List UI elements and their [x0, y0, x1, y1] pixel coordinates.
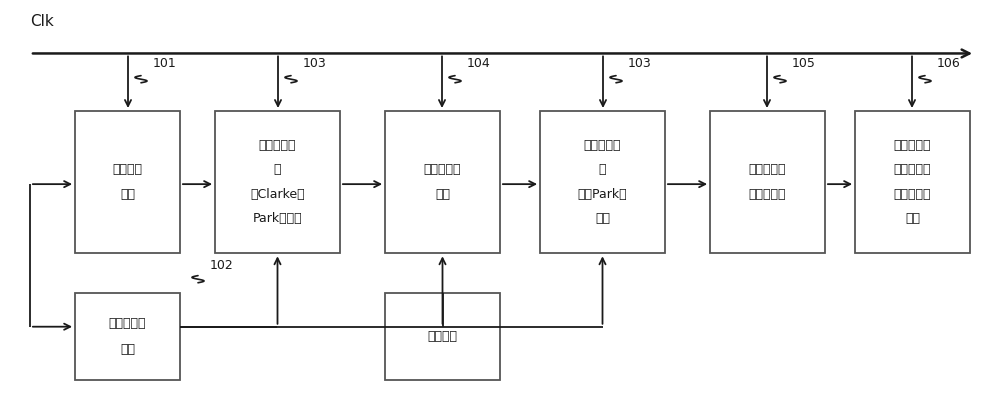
Text: 模块: 模块: [905, 213, 920, 225]
Text: 电流控制器: 电流控制器: [424, 164, 461, 176]
Text: 101: 101: [153, 57, 177, 70]
Text: 块: 块: [599, 164, 606, 176]
Bar: [75, 111, 180, 253]
Bar: [540, 111, 665, 253]
Text: 带有死区插: 带有死区插: [894, 139, 931, 152]
Bar: [215, 111, 340, 253]
Bar: [385, 293, 500, 380]
Text: 104: 104: [467, 57, 491, 70]
Text: 103: 103: [628, 57, 652, 70]
Text: 坐标变换模: 坐标变换模: [259, 139, 296, 152]
Text: 编码器反馈: 编码器反馈: [109, 317, 146, 330]
Text: 106: 106: [937, 57, 961, 70]
Bar: [75, 293, 180, 380]
Text: 模块: 模块: [120, 343, 135, 356]
Text: 103: 103: [303, 57, 327, 70]
Text: 换）: 换）: [595, 213, 610, 225]
Text: 出脉宽调制: 出脉宽调制: [894, 188, 931, 201]
Text: Clk: Clk: [30, 14, 54, 29]
Bar: [710, 111, 825, 253]
Text: 电流给定: 电流给定: [428, 330, 458, 343]
Text: 模块: 模块: [435, 188, 450, 201]
Text: 102: 102: [210, 259, 234, 272]
Text: 坐标变换模: 坐标变换模: [584, 139, 621, 152]
Text: 电流采样: 电流采样: [112, 164, 143, 176]
Text: 105: 105: [792, 57, 816, 70]
Text: 模块: 模块: [120, 188, 135, 201]
Bar: [855, 111, 970, 253]
Text: 宽调制模块: 宽调制模块: [749, 188, 786, 201]
Text: 块: 块: [274, 164, 281, 176]
Text: 入的互补输: 入的互补输: [894, 164, 931, 176]
Bar: [385, 111, 500, 253]
Text: Park变换）: Park变换）: [253, 213, 302, 225]
Text: （Clarke、: （Clarke、: [250, 188, 305, 201]
Text: （反Park变: （反Park变: [578, 188, 627, 201]
Text: 空间矢量脉: 空间矢量脉: [749, 164, 786, 176]
